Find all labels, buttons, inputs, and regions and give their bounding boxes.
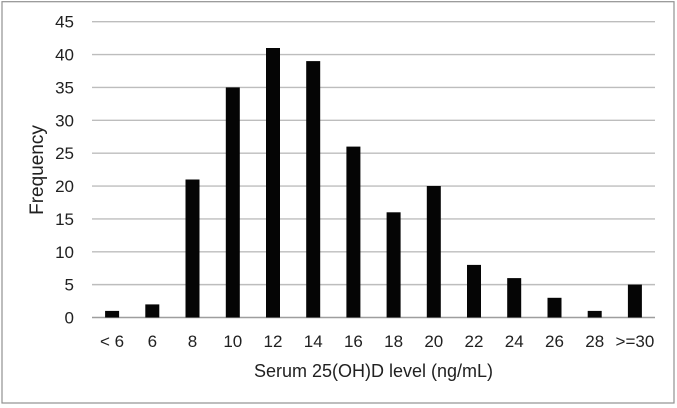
svg-text:40: 40 bbox=[55, 46, 74, 65]
svg-text:18: 18 bbox=[384, 332, 403, 351]
svg-text:20: 20 bbox=[55, 177, 74, 196]
svg-text:35: 35 bbox=[55, 78, 74, 97]
svg-text:10: 10 bbox=[55, 243, 74, 262]
svg-text:< 6: < 6 bbox=[100, 332, 124, 351]
svg-text:25: 25 bbox=[55, 144, 74, 163]
svg-text:24: 24 bbox=[505, 332, 524, 351]
svg-text:30: 30 bbox=[55, 111, 74, 130]
svg-text:6: 6 bbox=[148, 332, 157, 351]
svg-text:Serum 25(OH)D level (ng/mL): Serum 25(OH)D level (ng/mL) bbox=[254, 361, 493, 381]
svg-text:12: 12 bbox=[264, 332, 283, 351]
svg-text:Frequency: Frequency bbox=[27, 125, 48, 215]
svg-text:45: 45 bbox=[55, 13, 74, 32]
svg-text:0: 0 bbox=[65, 309, 74, 328]
svg-text:>=30: >=30 bbox=[616, 332, 655, 351]
svg-text:15: 15 bbox=[55, 210, 74, 229]
svg-text:5: 5 bbox=[65, 276, 74, 295]
svg-text:14: 14 bbox=[304, 332, 323, 351]
svg-text:28: 28 bbox=[585, 332, 604, 351]
svg-text:26: 26 bbox=[545, 332, 564, 351]
svg-text:22: 22 bbox=[465, 332, 484, 351]
svg-text:20: 20 bbox=[424, 332, 443, 351]
svg-text:10: 10 bbox=[223, 332, 242, 351]
svg-text:8: 8 bbox=[188, 332, 197, 351]
svg-text:16: 16 bbox=[344, 332, 363, 351]
